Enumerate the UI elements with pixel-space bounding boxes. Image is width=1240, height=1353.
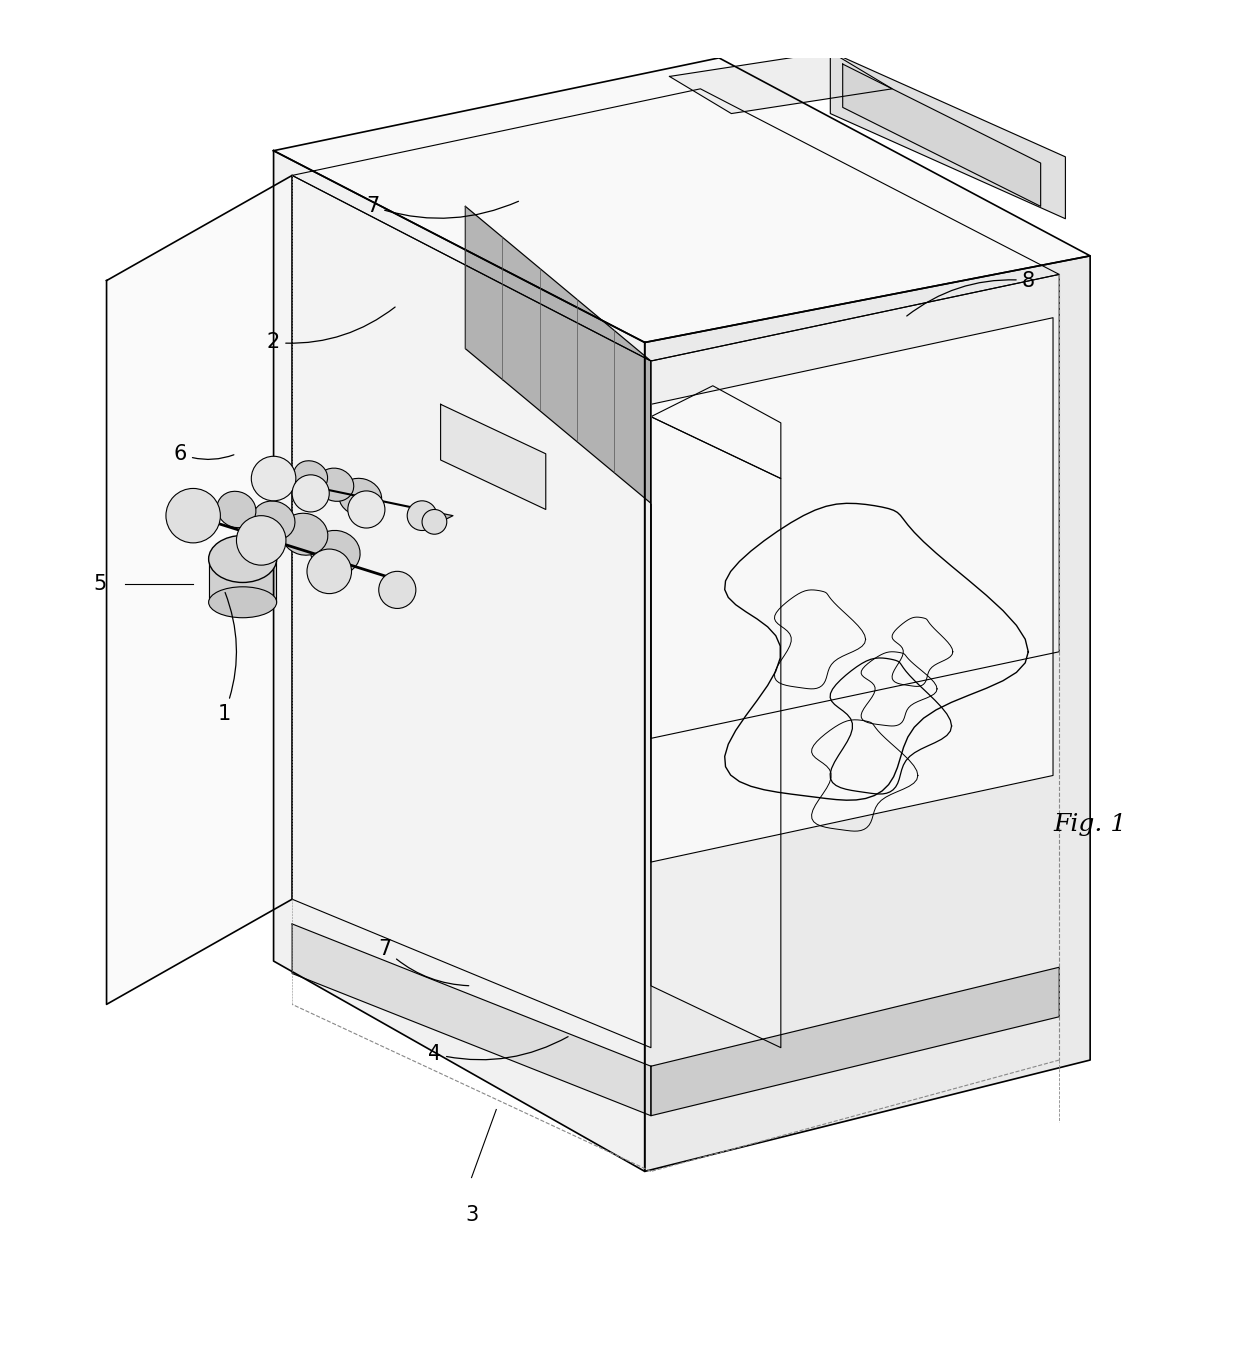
Text: 4: 4	[428, 1036, 568, 1063]
Circle shape	[422, 510, 446, 534]
Ellipse shape	[281, 513, 327, 555]
Polygon shape	[293, 924, 651, 1116]
Polygon shape	[465, 207, 651, 503]
Ellipse shape	[208, 536, 277, 583]
Circle shape	[378, 571, 415, 609]
Text: 3: 3	[465, 1204, 479, 1224]
Polygon shape	[274, 150, 645, 1172]
Text: 8: 8	[906, 271, 1035, 317]
Polygon shape	[831, 51, 1065, 219]
Polygon shape	[440, 405, 546, 510]
Polygon shape	[107, 176, 293, 1004]
Ellipse shape	[311, 530, 360, 575]
Circle shape	[252, 456, 296, 501]
Polygon shape	[409, 510, 453, 522]
Text: 5: 5	[94, 574, 107, 594]
Ellipse shape	[339, 479, 382, 515]
Circle shape	[293, 475, 330, 511]
Circle shape	[237, 515, 286, 566]
Text: 7: 7	[366, 196, 518, 218]
Circle shape	[308, 549, 351, 594]
Polygon shape	[645, 256, 1090, 1172]
Polygon shape	[293, 176, 651, 1047]
Text: 6: 6	[174, 444, 234, 464]
Ellipse shape	[217, 491, 255, 528]
Text: 1: 1	[217, 593, 237, 724]
Circle shape	[166, 488, 221, 543]
Ellipse shape	[208, 587, 277, 618]
Polygon shape	[651, 967, 1059, 1116]
Text: 7: 7	[378, 939, 469, 986]
Ellipse shape	[317, 468, 353, 502]
Polygon shape	[651, 318, 1053, 862]
Polygon shape	[274, 58, 1090, 342]
Text: Fig. 1: Fig. 1	[1054, 813, 1127, 836]
Circle shape	[347, 491, 384, 528]
Circle shape	[407, 501, 436, 530]
Polygon shape	[651, 275, 1059, 739]
Ellipse shape	[294, 461, 327, 491]
Polygon shape	[651, 417, 781, 1047]
Polygon shape	[670, 51, 893, 114]
Text: 2: 2	[267, 307, 396, 352]
Ellipse shape	[252, 501, 295, 540]
Polygon shape	[843, 64, 1040, 207]
Polygon shape	[210, 559, 277, 602]
